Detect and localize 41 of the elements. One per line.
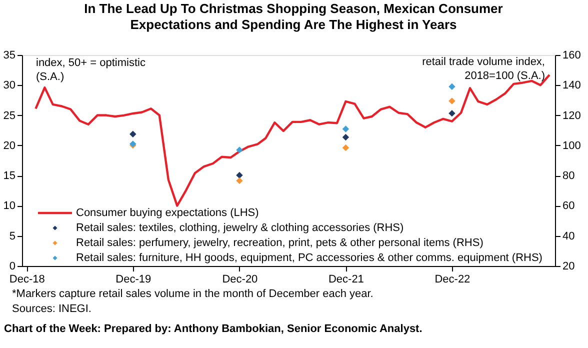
y2-tick-label: 140: [562, 80, 581, 92]
y2-tick-label: 120: [562, 110, 581, 122]
point: [342, 134, 350, 141]
x-tick-label: Dec-22: [434, 274, 470, 286]
y-tick-label: 30: [3, 80, 16, 92]
point: [236, 172, 243, 179]
y-tick-label: 25: [3, 110, 16, 122]
point: [236, 177, 243, 184]
point: [342, 144, 350, 152]
point: [342, 126, 350, 132]
legend-label: Retail sales: perfumery, jewelry, recreation, print, pets & other personal items (RHS): [76, 237, 484, 249]
y-tick-label: 5: [9, 230, 16, 242]
y-tick-label: 20: [3, 140, 16, 152]
x-tick-label: Dec-18: [9, 274, 45, 286]
text: *Markers capture retail sales volume in the month of December each year.: [12, 288, 374, 300]
chart-title: In The Lead Up To Christmas Shopping Season, Mexican Consumer Expectations and Spending Are The Highest in Years: [84, 1, 503, 32]
y2-tick-label: 160: [562, 50, 581, 62]
y2-axis-title: retail trade volume index, 2018=100 (S.A.): [422, 56, 545, 82]
point: [130, 130, 136, 138]
y2-tick-label: 80: [562, 170, 575, 182]
y2-tick-label: 100: [562, 140, 581, 152]
y2-tick-label: 20: [562, 260, 575, 272]
y-tick-label: 35: [3, 50, 16, 62]
point: [448, 83, 456, 90]
legend-label: Retail sales: furniture, HH goods, equipment, PC accessories & other comms. equipment (RHS): [76, 252, 542, 264]
x-tick-label: Dec-21: [328, 274, 364, 286]
y2-tick-label: 60: [562, 200, 575, 212]
text: Chart of the Week: Prepared by: Anthony Bambokian, Senior Economic Analyst.: [4, 323, 422, 335]
y-tick-label: 10: [3, 200, 16, 212]
point: [236, 146, 243, 154]
y-tick-label: 15: [3, 170, 16, 182]
y-tick-label: 0: [9, 260, 16, 272]
y-axis-title: index, 50+ = optimistic (S.A.): [36, 57, 146, 83]
x-tick-label: Dec-20: [222, 274, 258, 286]
legend-label: Retail sales: textiles, clothing, jewelry & clothing accessories (RHS): [76, 222, 404, 234]
source-note: Sources: INEGI.: [12, 303, 92, 315]
y2-tick-label: 40: [562, 230, 575, 242]
legend-label: Consumer buying expectations (LHS): [76, 207, 259, 219]
x-tick-label: Dec-19: [116, 274, 152, 286]
point: [448, 110, 456, 117]
point: [448, 98, 456, 104]
